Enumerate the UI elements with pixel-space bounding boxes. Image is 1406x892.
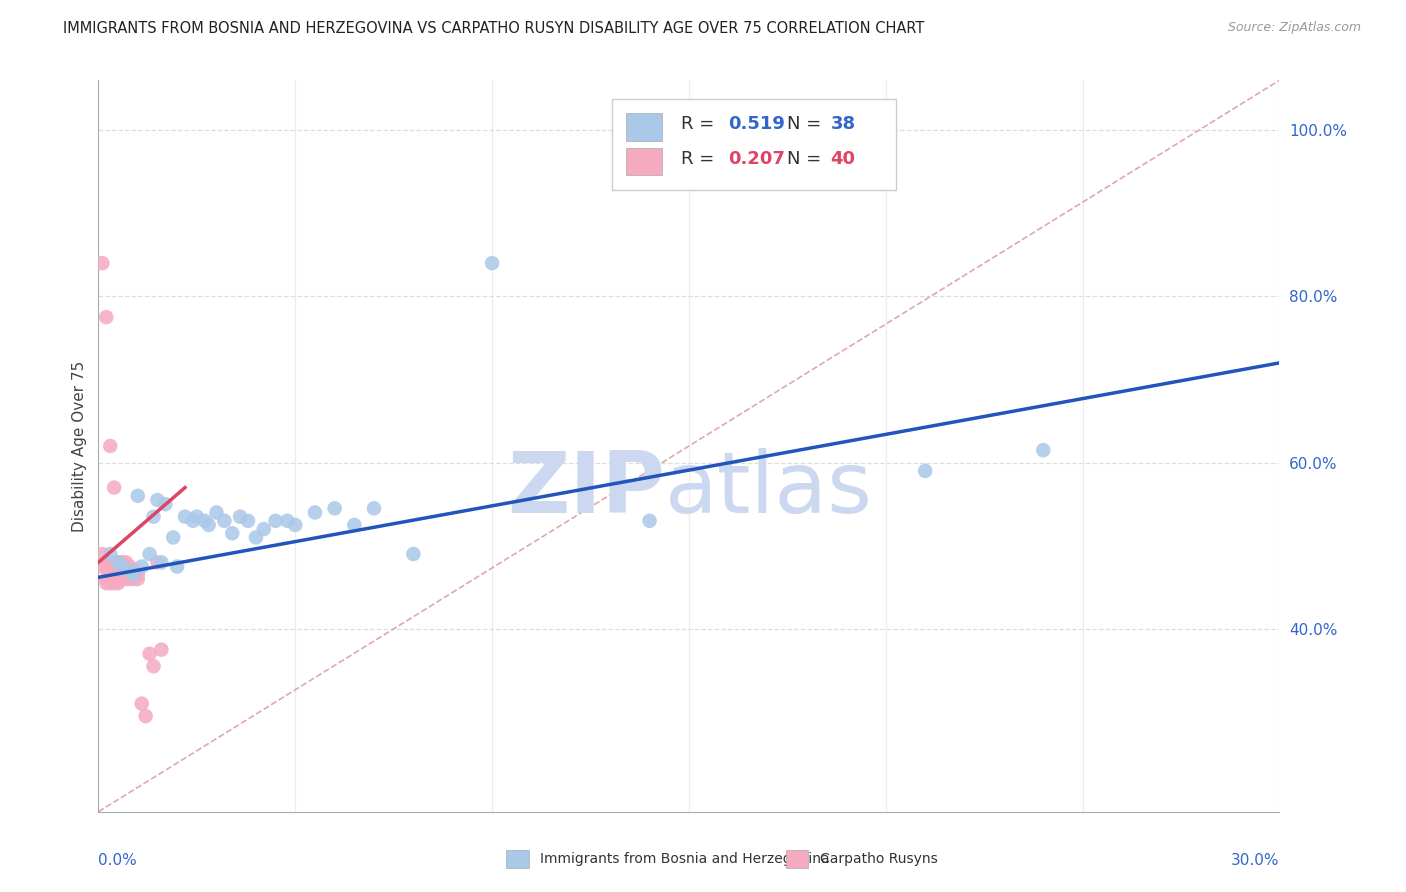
Point (96, 572, 118, 586)
Point (166, 559, 188, 574)
Point (131, 697, 153, 711)
Point (96, 559, 118, 574)
Point (221, 526, 243, 541)
Point (181, 514, 204, 528)
Text: IMMIGRANTS FROM BOSNIA AND HERZEGOVINA VS CARPATHO RUSYN DISABILITY AGE OVER 75 : IMMIGRANTS FROM BOSNIA AND HERZEGOVINA V… (63, 21, 925, 36)
Point (127, 567, 149, 582)
Text: Carpatho Rusyns: Carpatho Rusyns (820, 852, 938, 866)
Point (115, 564, 138, 578)
Point (264, 514, 287, 528)
Point (1032, 443, 1054, 458)
Text: N =: N = (787, 150, 827, 169)
Point (402, 547, 425, 561)
Y-axis label: Disability Age Over 75: Disability Age Over 75 (72, 360, 87, 532)
Point (276, 514, 298, 528)
Text: 0.519: 0.519 (728, 115, 785, 133)
Point (98, 576, 121, 591)
Point (98, 439, 121, 453)
Point (107, 564, 129, 578)
Point (150, 642, 173, 657)
Text: R =: R = (681, 150, 720, 169)
Point (162, 530, 184, 544)
Point (98, 567, 121, 582)
Point (127, 489, 149, 503)
Point (914, 464, 936, 478)
Point (174, 509, 197, 524)
Point (146, 493, 169, 508)
Point (107, 555, 129, 569)
Point (118, 567, 141, 582)
Point (197, 518, 219, 533)
Text: R =: R = (681, 115, 720, 133)
Point (103, 481, 125, 495)
Point (98, 547, 121, 561)
Point (638, 514, 661, 528)
Point (142, 659, 165, 673)
Point (236, 514, 259, 528)
Point (229, 509, 252, 524)
Text: 40: 40 (831, 150, 856, 169)
Point (138, 547, 160, 561)
FancyBboxPatch shape (612, 99, 896, 190)
Point (111, 564, 134, 578)
Point (245, 530, 267, 544)
Point (118, 559, 141, 574)
Point (146, 555, 169, 569)
Point (122, 572, 145, 586)
Point (214, 514, 236, 528)
Point (127, 572, 149, 586)
Point (205, 506, 228, 520)
Point (98, 572, 121, 586)
Point (284, 518, 307, 533)
Point (107, 576, 129, 591)
Point (111, 567, 134, 582)
Point (111, 559, 134, 574)
Point (122, 567, 145, 582)
Text: Source: ZipAtlas.com: Source: ZipAtlas.com (1227, 21, 1361, 34)
Text: 38: 38 (831, 115, 856, 133)
Text: ZIP: ZIP (508, 449, 665, 532)
Point (481, 256, 503, 270)
Text: N =: N = (787, 115, 827, 133)
Point (107, 555, 129, 569)
Text: 0.0%: 0.0% (98, 854, 138, 868)
Point (115, 555, 138, 569)
Text: atlas: atlas (665, 449, 873, 532)
Point (103, 576, 125, 591)
Point (323, 501, 346, 516)
Point (194, 514, 217, 528)
Point (155, 497, 177, 511)
Point (138, 647, 160, 661)
Point (343, 518, 366, 533)
Point (107, 572, 129, 586)
Point (118, 564, 141, 578)
Point (103, 567, 125, 582)
Point (118, 572, 141, 586)
Point (186, 509, 208, 524)
Point (115, 572, 138, 586)
Point (111, 572, 134, 586)
Point (363, 501, 385, 516)
Point (150, 555, 173, 569)
Text: Immigrants from Bosnia and Herzegovina: Immigrants from Bosnia and Herzegovina (540, 852, 830, 866)
Point (253, 522, 276, 536)
Point (111, 555, 134, 569)
Point (98, 555, 121, 569)
Point (135, 709, 157, 723)
Text: 0.207: 0.207 (728, 150, 785, 169)
Text: 30.0%: 30.0% (1232, 854, 1279, 868)
Point (91, 256, 114, 270)
FancyBboxPatch shape (626, 113, 662, 141)
Point (91, 559, 114, 574)
Point (96, 576, 118, 591)
Point (91, 547, 114, 561)
Point (304, 506, 326, 520)
Point (142, 509, 165, 524)
Point (96, 310, 118, 325)
Point (122, 564, 145, 578)
Point (131, 559, 153, 574)
FancyBboxPatch shape (626, 147, 662, 176)
Point (103, 564, 125, 578)
